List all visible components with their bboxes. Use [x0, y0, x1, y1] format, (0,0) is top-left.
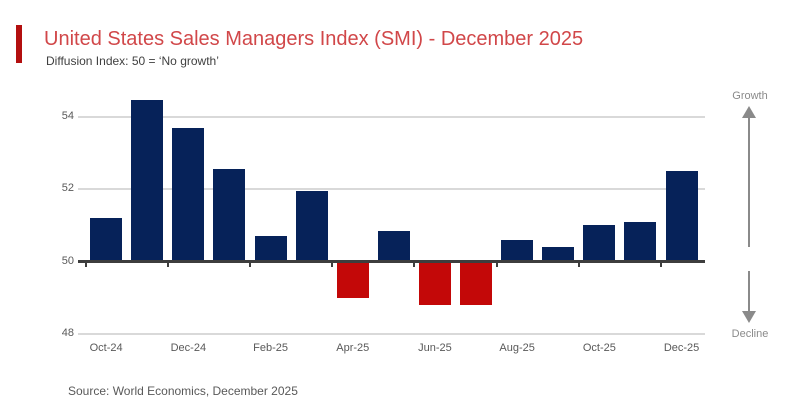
x-tick-label-oct-24: Oct-24: [89, 342, 123, 354]
x-tick-label-oct-25: Oct-25: [582, 342, 616, 354]
bar-dec-25: [665, 171, 698, 262]
axis-tick-6: [577, 263, 580, 267]
x-tick-label-apr-25: Apr-25: [336, 342, 370, 354]
x-tick-label-dec-25: Dec-25: [663, 342, 700, 354]
bar-aug-25: [501, 239, 534, 262]
growth-decline-indicator: Growth Decline: [715, 85, 785, 347]
bar-jan-25: [213, 169, 246, 262]
gridline-54: [78, 115, 705, 118]
bar-feb-25: [254, 236, 287, 262]
bar-chart-plot-area: Oct-24 Dec-24 Feb-25 Apr-25 Jun-25 Aug-25 Oct-…: [78, 95, 705, 354]
x-tick-label-jun-25: Jun-25: [418, 342, 452, 354]
x-tick-label-dec-24: Dec-24: [170, 342, 207, 354]
title-accent-bar: [16, 25, 22, 63]
axis-tick-4: [413, 263, 416, 267]
bar-sep-25: [542, 247, 575, 262]
growth-label: Growth: [732, 90, 768, 102]
bar-mar-25: [295, 190, 328, 262]
bar-may-25: [377, 230, 410, 262]
gridline-52: [78, 188, 705, 191]
source-note: Source: World Economics, December 2025: [68, 384, 298, 398]
page-title: United States Sales Managers Index (SMI)…: [44, 28, 584, 50]
axis-tick-0: [84, 263, 87, 267]
y-tick-label-54: 54: [61, 109, 74, 122]
bar-nov-25: [624, 221, 657, 262]
down-arrow-line: [748, 271, 750, 311]
axis-tick-2: [249, 263, 251, 267]
bar-jun-25: [418, 263, 451, 305]
decline-label: Decline: [731, 328, 769, 340]
baseline-axis-50: [78, 260, 705, 263]
down-arrow-icon: [742, 311, 756, 323]
bar-dec-24: [172, 127, 205, 262]
axis-tick-7: [660, 263, 662, 267]
axis-tick-3: [331, 263, 334, 267]
gridline-48: [78, 332, 705, 335]
bar-apr-25: [336, 263, 369, 298]
axis-tick-5: [495, 263, 498, 267]
x-tick-label-feb-25: Feb-25: [253, 342, 288, 354]
up-arrow-line: [748, 116, 750, 247]
page-subtitle: Diffusion Index: 50 = ‘No growth’: [46, 54, 219, 68]
bar-oct-24: [90, 218, 123, 262]
y-tick-label-52: 52: [61, 182, 74, 195]
bar-nov-24: [131, 100, 164, 262]
y-tick-label-50: 50: [61, 254, 74, 267]
bar-jul-25: [460, 263, 493, 305]
y-tick-label-48: 48: [61, 326, 74, 339]
bar-oct-25: [583, 225, 616, 262]
axis-tick-1: [166, 263, 169, 267]
x-tick-label-aug-25: Aug-25: [499, 342, 535, 354]
up-arrow-icon: [742, 106, 756, 118]
